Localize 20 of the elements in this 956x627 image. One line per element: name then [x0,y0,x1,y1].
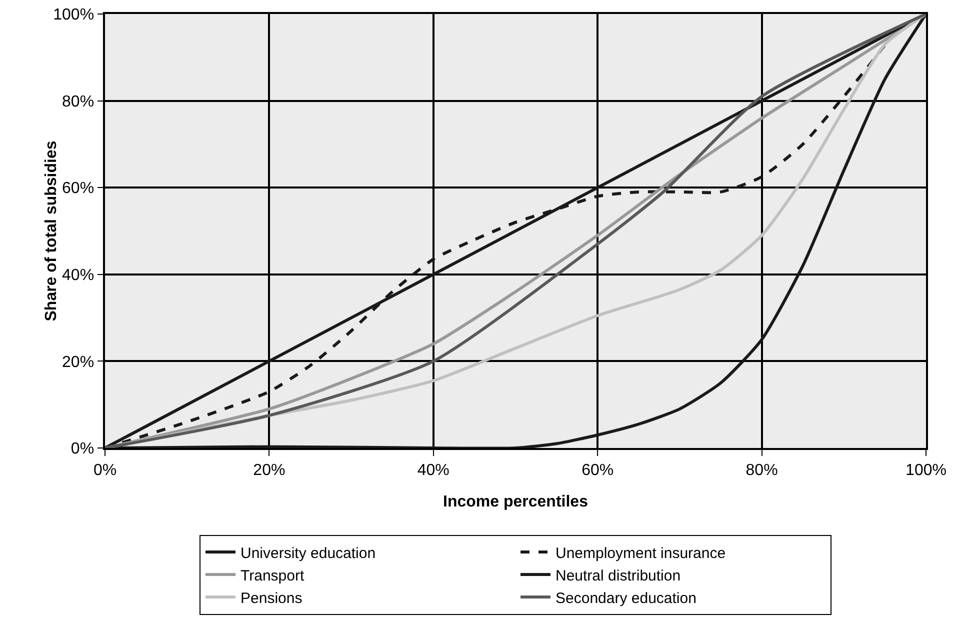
legend-label: Unemployment insurance [556,544,726,562]
y-tick-label: 60% [62,180,94,198]
x-tick-label: 0% [93,462,117,479]
y-tick-label: 20% [62,354,94,371]
y-tick-label: 80% [62,93,94,110]
y-tick-label: 0% [70,440,94,458]
y-tick-label: 40% [62,267,94,284]
x-axis-title: Income percentiles [443,494,588,510]
legend-label: University education [240,544,376,562]
x-tick-label: 40% [417,462,450,479]
x-tick-label: 20% [253,462,286,479]
legend-label: Pensions [240,590,302,607]
y-tick-label: 100% [53,6,94,24]
y-axis-title: Share of total subsidies [43,140,60,322]
legend-label: Transport [240,567,305,584]
legend-label: Neutral distribution [556,567,681,584]
legend-label: Secondary education [556,590,696,607]
x-tick-label: 60% [582,462,614,479]
x-tick-label: 100% [906,462,946,479]
x-tick-label: 80% [746,462,778,479]
